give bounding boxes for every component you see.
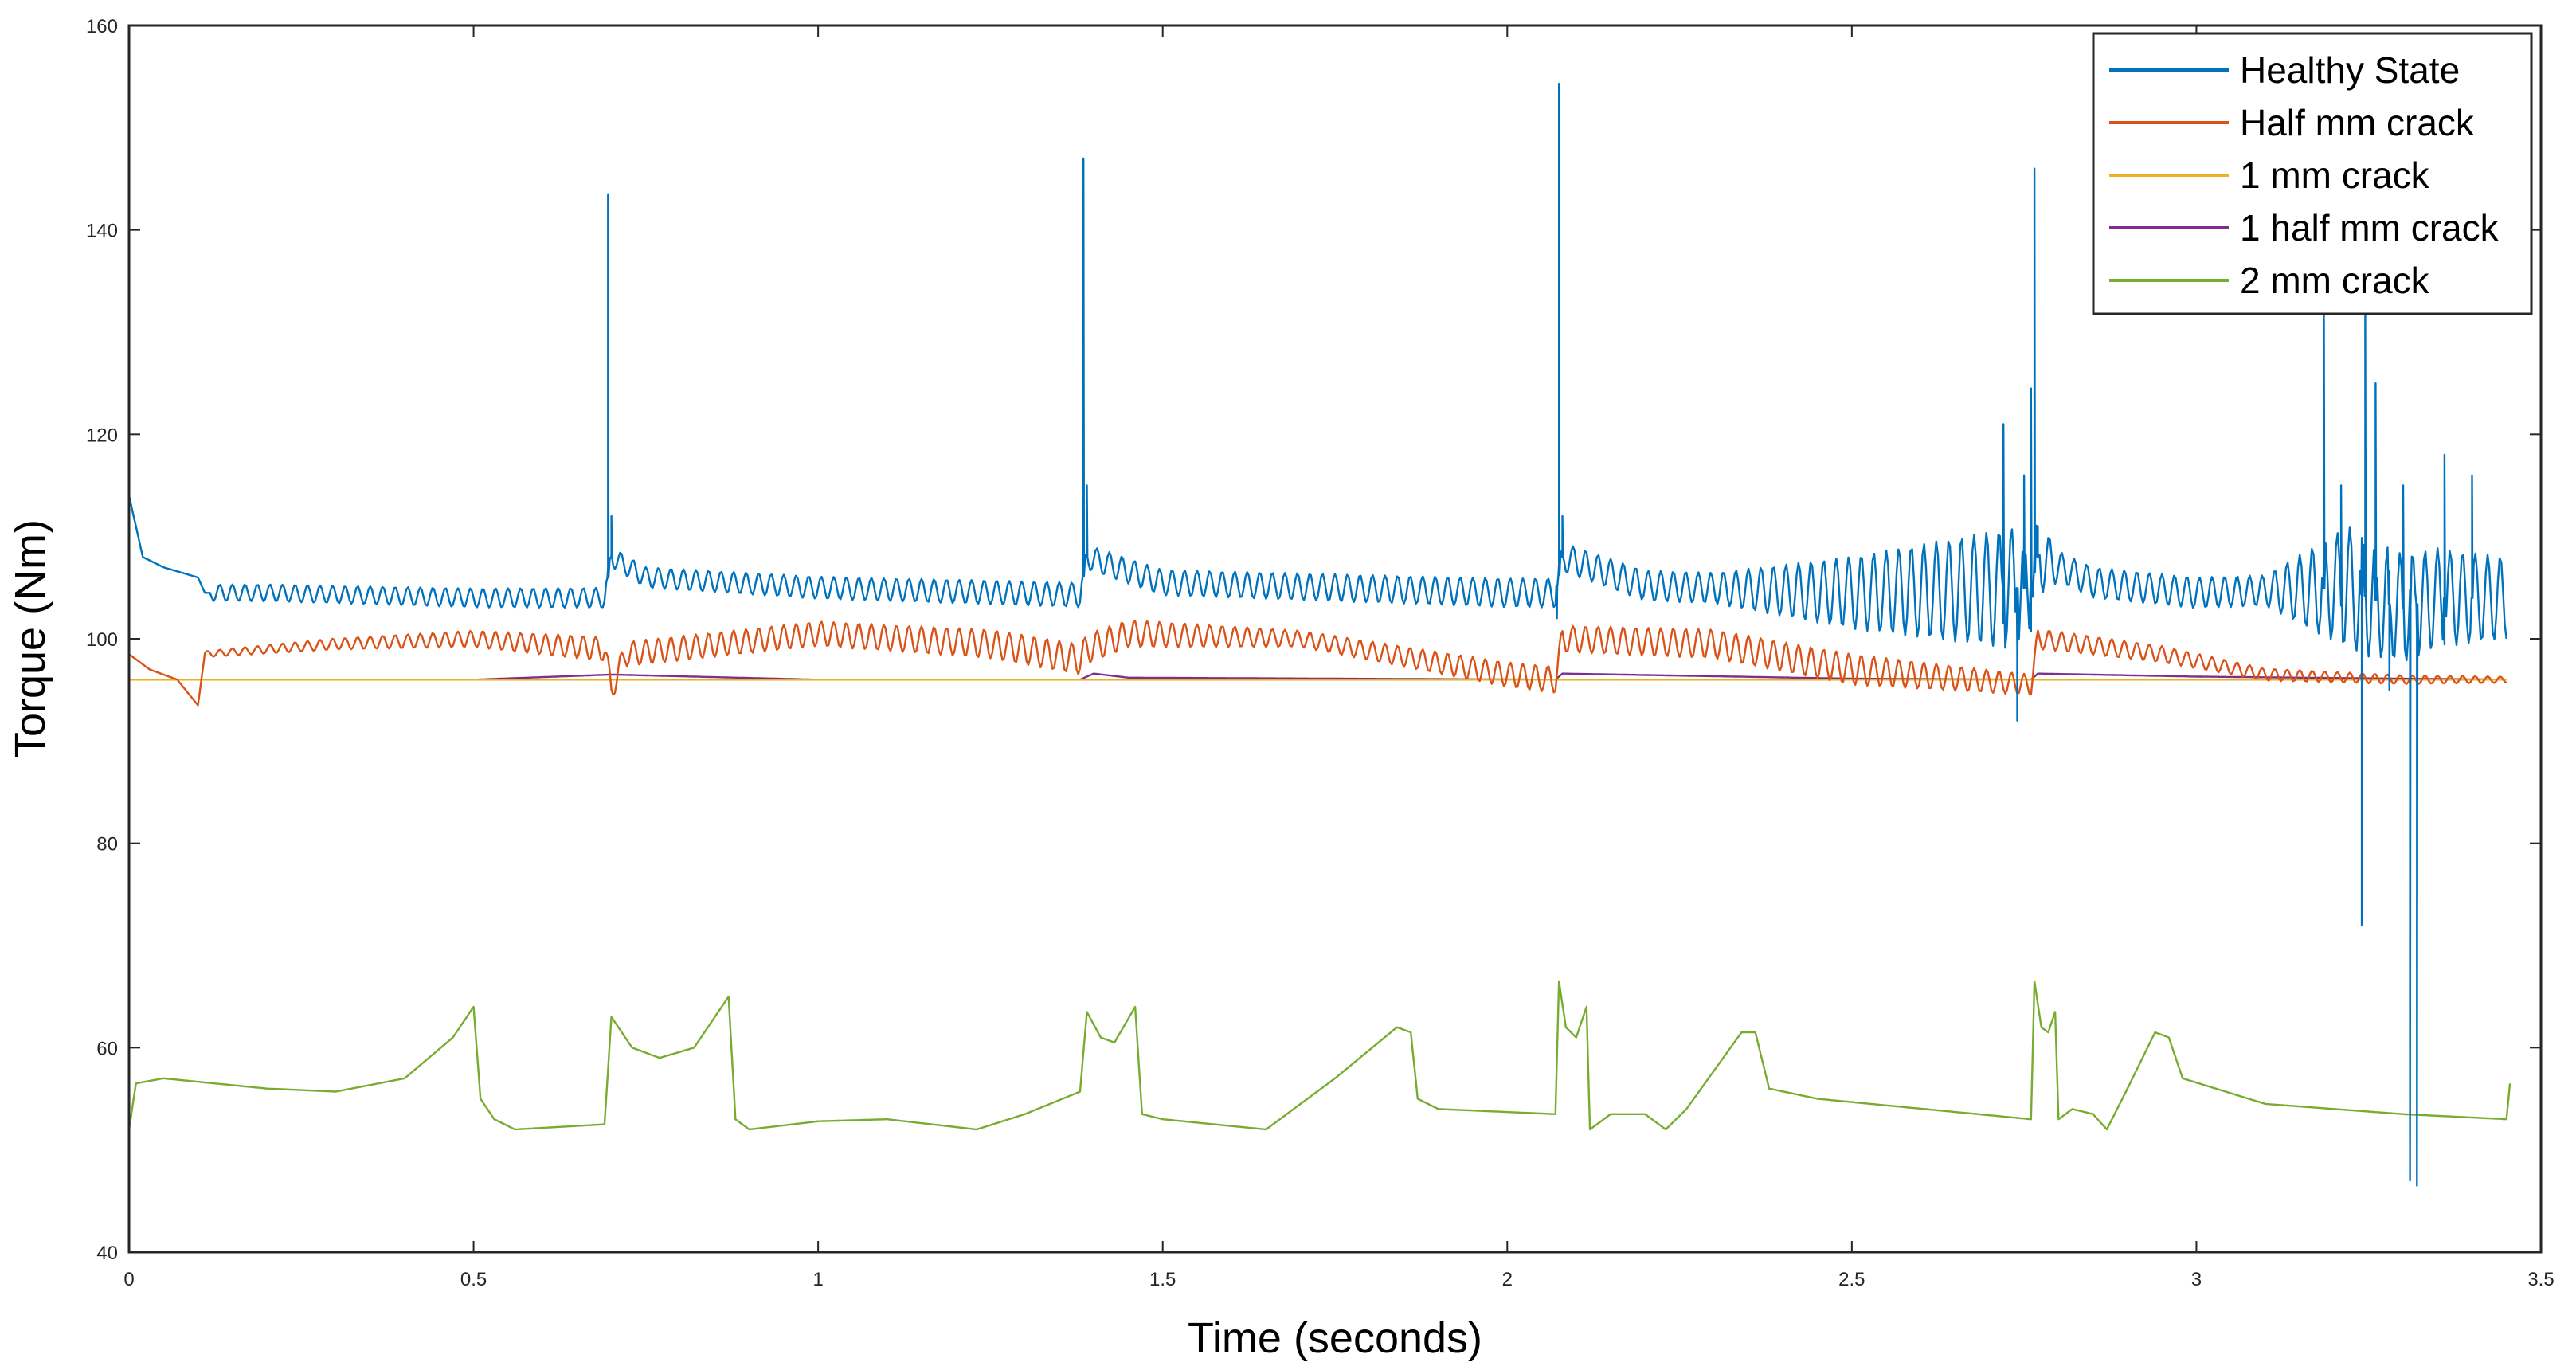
legend-label-1-half-mm-crack: 1 half mm crack (2240, 207, 2500, 249)
series-layer (129, 82, 2511, 1187)
legend: Healthy State Half mm crack 1 mm crack 1 ha… (2092, 32, 2533, 315)
y-tick-label: 60 (96, 1038, 118, 1059)
series-line-1-half-mm-crack (129, 672, 2507, 681)
legend-label-1-mm-crack: 1 mm crack (2240, 155, 2430, 196)
series-line-half-mm-crack (129, 620, 2507, 707)
x-tick-label: 3 (2191, 1269, 2202, 1290)
x-tick-label: 2.5 (1838, 1269, 1865, 1290)
legend-label-half-mm-crack: Half mm crack (2240, 102, 2475, 143)
x-axis-label: Time (seconds) (1188, 1314, 1482, 1362)
x-tick-label: 2 (1502, 1269, 1513, 1290)
x-tick-label: 0.5 (460, 1269, 487, 1290)
y-tick-label: 80 (96, 834, 118, 855)
x-tick-label: 1.5 (1149, 1269, 1176, 1290)
legend-label-healthy-state: Healthy State (2240, 49, 2460, 91)
y-tick-label: 160 (86, 16, 118, 37)
tick-layer: 0 0.5 1 1.5 2 2.5 3 3.5 40 60 80 100 120 140 160 (86, 16, 2554, 1290)
series-line-2-mm-crack (129, 980, 2511, 1131)
x-tick-label: 3.5 (2527, 1269, 2554, 1290)
y-tick-label: 120 (86, 425, 118, 446)
legend-label-2-mm-crack: 2 mm crack (2240, 260, 2430, 301)
x-tick-label: 0 (123, 1269, 134, 1290)
y-tick-label: 40 (96, 1243, 118, 1264)
x-tick-label: 1 (812, 1269, 823, 1290)
series-line-healthy-state (129, 82, 2507, 1187)
y-tick-label: 100 (86, 629, 118, 651)
y-axis-label: Torque (Nm) (6, 519, 54, 758)
y-tick-label: 140 (86, 221, 118, 242)
